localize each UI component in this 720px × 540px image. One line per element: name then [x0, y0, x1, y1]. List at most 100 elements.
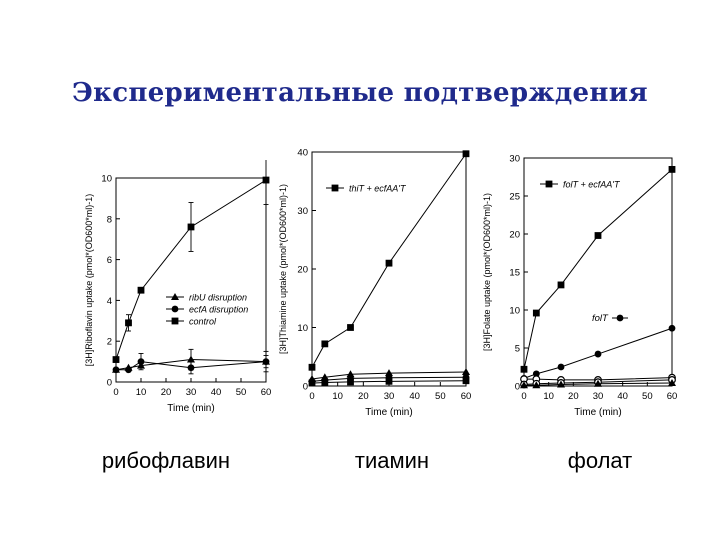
data-point: [557, 363, 565, 371]
legend: folT + ecfAA'T: [540, 180, 621, 190]
x-tick-label: 30: [593, 391, 604, 402]
annotation-marker: [616, 314, 624, 322]
x-tick-label: 0: [521, 391, 526, 402]
x-tick-label: 40: [409, 391, 420, 402]
y-tick-label: 25: [509, 192, 520, 203]
x-tick-label: 50: [642, 391, 653, 402]
legend-label: thiT + ecfAA'T: [349, 184, 407, 194]
legend-label: ribU disruption: [189, 293, 247, 303]
data-point: [262, 358, 270, 365]
legend-marker: [545, 180, 553, 188]
x-tick-label: 30: [186, 387, 197, 398]
data-point: [321, 340, 329, 348]
series-4: [520, 378, 676, 389]
x-tick-label: 40: [617, 391, 628, 402]
y-tick-label: 0: [515, 382, 520, 393]
y-tick-label: 6: [107, 255, 112, 266]
data-point: [385, 259, 393, 267]
y-tick-label: 30: [509, 154, 520, 165]
caption-folate: фолат: [567, 448, 633, 473]
y-tick-label: 5: [515, 344, 520, 355]
data-point: [347, 324, 354, 331]
data-point: [385, 369, 393, 377]
x-tick-label: 0: [309, 391, 314, 402]
data-point: [594, 379, 602, 387]
annotation: folT: [592, 313, 628, 324]
data-point: [187, 223, 195, 231]
x-tick-label: 40: [211, 387, 222, 398]
data-point: [321, 379, 329, 386]
x-axis-label: Time (min): [167, 403, 214, 414]
series-0: [308, 150, 470, 371]
data-point: [594, 350, 602, 358]
legend: thiT + ecfAA'T: [326, 184, 407, 194]
data-point: [187, 364, 195, 372]
y-tick-label: 30: [297, 206, 308, 217]
x-tick-label: 10: [543, 391, 554, 402]
legend-marker: [171, 305, 179, 313]
x-tick-label: 10: [332, 391, 343, 402]
legend-label: control: [189, 317, 217, 327]
y-tick-label: 10: [101, 174, 112, 185]
series-2: [112, 160, 270, 363]
y-tick-label: 2: [107, 337, 112, 348]
data-point: [557, 281, 565, 289]
thiamine-uptake-chart: 0 10 20 30 40 0 10 20 30 40 50 60 Time (min) [3H]Thia…: [278, 148, 472, 419]
caption-thiamine: тиамин: [354, 448, 430, 473]
data-point: [112, 356, 120, 363]
data-point: [594, 232, 602, 239]
x-tick-label: 20: [358, 391, 369, 402]
data-point: [112, 366, 120, 374]
x-tick-label: 50: [435, 391, 446, 402]
data-point: [347, 378, 354, 386]
y-tick-label: 0: [107, 378, 112, 389]
legend-marker: [171, 317, 179, 325]
data-point: [385, 377, 393, 385]
data-point: [557, 380, 565, 388]
y-tick-label: 4: [107, 296, 112, 307]
riboflavin-uptake-chart: 0 2 4 6 8 10 0 10 20 30 40 50 60 Time (min) [3H]Ribofl…: [84, 160, 272, 414]
x-tick-label: 20: [161, 387, 172, 398]
data-point: [262, 176, 270, 184]
data-point: [668, 324, 676, 332]
x-tick-label: 20: [568, 391, 579, 402]
data-point: [532, 309, 540, 317]
data-point: [462, 367, 470, 375]
data-point: [532, 370, 540, 378]
data-point: [308, 363, 316, 371]
data-point: [520, 381, 528, 389]
annotation-label: folT: [592, 313, 609, 324]
y-tick-label: 40: [297, 148, 308, 159]
x-tick-label: 30: [384, 391, 395, 402]
series-1: [308, 367, 470, 382]
folate-uptake-chart: 0 5 10 15 20 25 30 0 10 20 30 40 50 60 Time (min) [3H]F…: [482, 154, 678, 419]
data-point: [668, 166, 676, 173]
x-tick-label: 0: [113, 387, 118, 398]
x-tick-label: 60: [461, 391, 472, 402]
legend-marker: [331, 184, 339, 192]
y-tick-label: 10: [509, 306, 520, 317]
data-point: [532, 381, 541, 389]
data-point: [462, 150, 470, 158]
x-tick-label: 50: [236, 387, 247, 398]
data-point: [125, 366, 132, 374]
x-tick-label: 60: [261, 387, 272, 398]
x-tick-label: 60: [667, 391, 678, 402]
series-3: [308, 377, 470, 387]
legend-marker: [171, 293, 179, 300]
y-tick-label: 20: [509, 230, 520, 241]
x-axis-label: Time (min): [365, 407, 412, 418]
data-point: [346, 370, 355, 378]
y-tick-label: 8: [107, 214, 112, 225]
legend-label: folT + ecfAA'T: [563, 180, 621, 190]
slide-title: Экспериментальные подтверждения: [72, 78, 648, 108]
data-point: [462, 377, 470, 385]
data-point: [125, 319, 132, 327]
legend: ribU disruption ecfA disruption control: [166, 293, 248, 327]
data-point: [137, 358, 145, 365]
y-axis-label: [3H]Thiamine uptake (pmol*(OD600*ml)-1): [278, 184, 288, 354]
y-tick-label: 0: [303, 382, 308, 393]
y-axis-label: [3H]Folate uptake (pmol*(OD600*ml)-1): [482, 193, 492, 351]
data-point: [308, 379, 316, 387]
data-point: [137, 286, 145, 294]
